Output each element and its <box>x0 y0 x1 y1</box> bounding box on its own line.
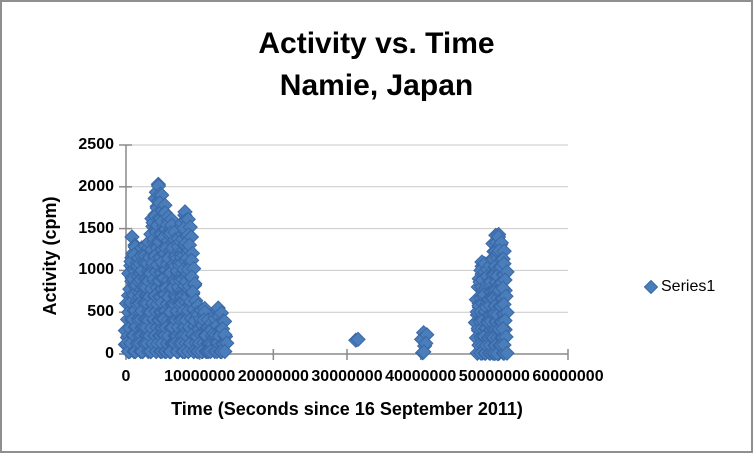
y-tick-label: 2500 <box>78 136 114 153</box>
x-tick-label: 50000000 <box>458 368 530 385</box>
y-tick-label: 1500 <box>78 219 114 237</box>
x-tick-label: 30000000 <box>311 368 383 385</box>
legend: Series1 <box>644 278 715 296</box>
data-point-diamond <box>350 331 366 348</box>
chart-title-line1: Activity vs. Time <box>258 27 495 60</box>
x-tick-label: 0 <box>121 368 131 385</box>
chart-title-line2: Namie, Japan <box>279 69 474 102</box>
y-tick-label: 0 <box>105 345 114 362</box>
chart-title: Activity vs. Time Namie, Japan <box>2 23 751 107</box>
data-point-diamond <box>499 345 515 361</box>
scatter-markers <box>117 176 515 362</box>
series1-diamond-icon <box>644 280 658 294</box>
x-axis-title: Time (Seconds since 16 September 2011) <box>171 399 523 419</box>
x-tick-label: 60000000 <box>532 368 604 385</box>
y-tick-label: 1000 <box>78 261 114 279</box>
x-tick-label: 40000000 <box>385 368 457 385</box>
x-tick-label: 10000000 <box>164 368 236 385</box>
data-point-diamond <box>416 344 432 360</box>
legend-series1-label: Series1 <box>661 278 716 295</box>
y-tick-label: 2000 <box>78 177 114 195</box>
y-tick-label: 500 <box>87 303 114 321</box>
x-tick-label: 20000000 <box>237 368 309 385</box>
data-point-diamond <box>217 343 233 360</box>
